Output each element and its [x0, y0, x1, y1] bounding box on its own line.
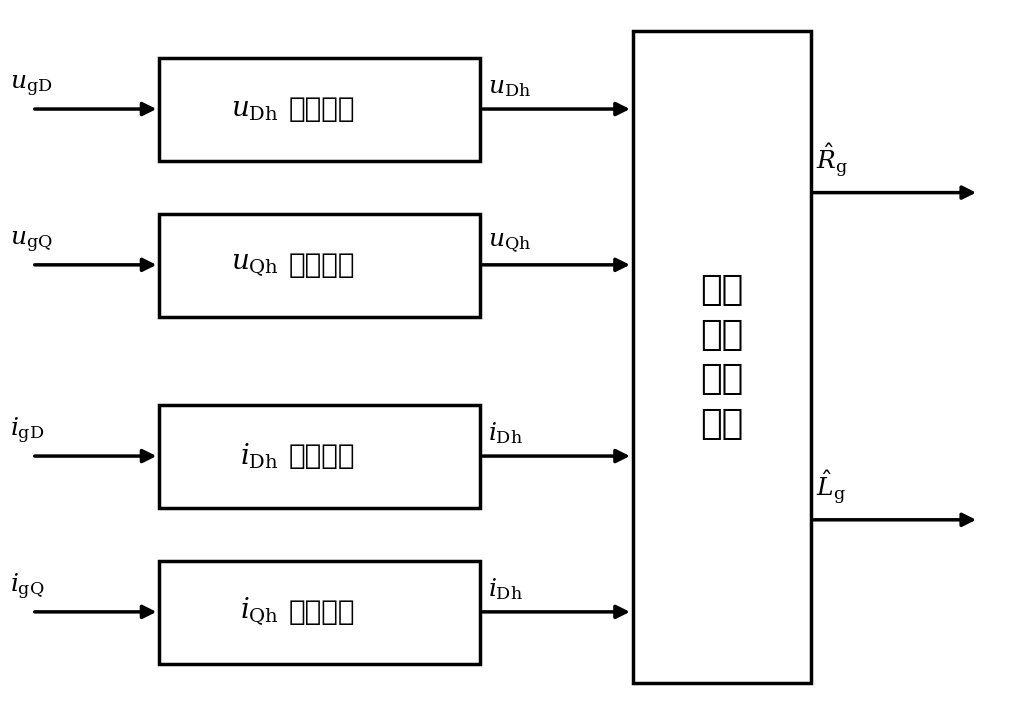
- Text: 提取模块: 提取模块: [289, 598, 355, 626]
- Text: $u_\mathrm{gD}$: $u_\mathrm{gD}$: [9, 74, 52, 99]
- Text: $u_\mathrm{Qh}$: $u_\mathrm{Qh}$: [231, 251, 279, 279]
- Text: $u_\mathrm{Dh}$: $u_\mathrm{Dh}$: [232, 95, 279, 124]
- Text: $i_\mathrm{Qh}$: $i_\mathrm{Qh}$: [240, 596, 279, 629]
- Text: $i_\mathrm{Dh}$: $i_\mathrm{Dh}$: [488, 576, 523, 602]
- Text: $i_\mathrm{Dh}$: $i_\mathrm{Dh}$: [240, 442, 279, 471]
- Text: $u_\mathrm{Dh}$: $u_\mathrm{Dh}$: [488, 75, 531, 99]
- Bar: [159, 561, 480, 663]
- Text: $u_\mathrm{Qh}$: $u_\mathrm{Qh}$: [488, 231, 531, 255]
- Text: 提取模块: 提取模块: [289, 442, 355, 471]
- Text: 提取模块: 提取模块: [289, 251, 355, 279]
- Bar: [159, 405, 480, 508]
- Text: $\hat{R}_\mathrm{g}$: $\hat{R}_\mathrm{g}$: [816, 141, 848, 180]
- Text: 提取模块: 提取模块: [289, 95, 355, 124]
- Bar: [159, 58, 480, 161]
- Text: $i_\mathrm{gD}$: $i_\mathrm{gD}$: [9, 416, 44, 446]
- Bar: [159, 214, 480, 316]
- Text: 电网
阻抗
计算
模块: 电网 阻抗 计算 模块: [700, 273, 743, 441]
- Text: $u_\mathrm{gQ}$: $u_\mathrm{gQ}$: [9, 230, 52, 255]
- Text: $i_\mathrm{Dh}$: $i_\mathrm{Dh}$: [488, 420, 523, 446]
- Text: $i_\mathrm{gQ}$: $i_\mathrm{gQ}$: [9, 572, 44, 602]
- Bar: [633, 31, 811, 683]
- Text: $\hat{L}_\mathrm{g}$: $\hat{L}_\mathrm{g}$: [816, 469, 846, 507]
